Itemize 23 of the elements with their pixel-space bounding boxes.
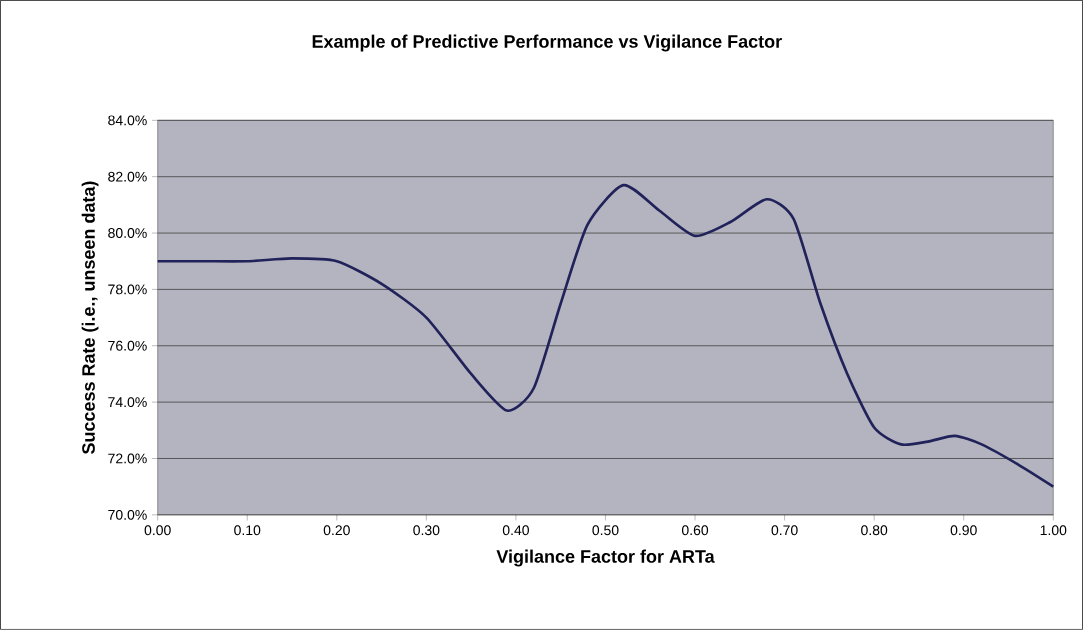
- x-tick-label: 0.70: [771, 525, 798, 536]
- y-tick-label: 82.0%: [108, 171, 147, 182]
- y-tick-label: 76.0%: [108, 340, 147, 351]
- line-series: [156, 183, 1055, 489]
- x-tick-label: 0.60: [681, 525, 709, 536]
- x-tick-label: 0.90: [950, 525, 977, 536]
- x-tick-label: 0.00: [144, 525, 171, 536]
- y-tick-label: 70.0%: [108, 509, 147, 520]
- y-tick-label: 74.0%: [108, 397, 147, 408]
- x-tick-label: 0.10: [234, 525, 261, 536]
- x-tick-label: 1.00: [1040, 525, 1067, 536]
- x-axis-title: Vigilance Factor for ARTa: [496, 549, 715, 567]
- y-tick-label: 78.0%: [108, 284, 147, 295]
- x-tick-label: 0.30: [413, 525, 440, 536]
- y-tick-label: 72.0%: [108, 453, 147, 464]
- chart-title: Example of Predictive Performance vs Vigilance Factor: [312, 34, 782, 52]
- x-tick-label: 0.80: [861, 525, 888, 536]
- x-tick-label: 0.20: [323, 525, 350, 536]
- y-tick-label: 84.0%: [108, 115, 147, 126]
- y-tick-label: 80.0%: [108, 228, 147, 239]
- x-tick-label: 0.50: [592, 525, 619, 536]
- x-tick-label: 0.40: [502, 525, 529, 536]
- y-axis-title: Success Rate (i.e., unseen data): [81, 181, 99, 455]
